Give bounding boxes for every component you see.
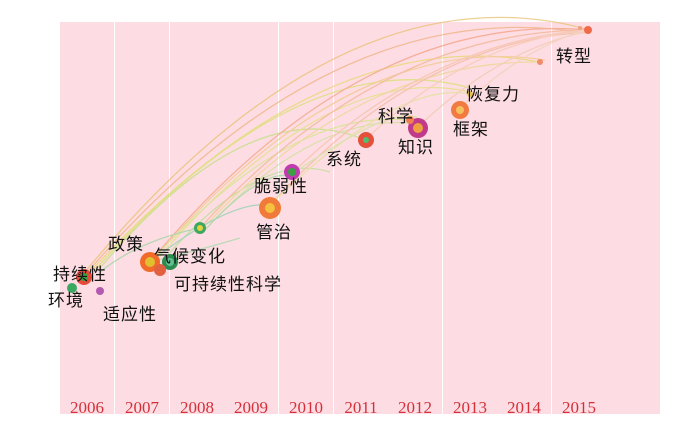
keyword-transformation: 转型	[556, 47, 592, 67]
link	[269, 31, 591, 206]
year-label-2008: 2008	[180, 398, 214, 417]
keyword-sustainability-science: 可持续性科学	[174, 275, 282, 295]
node-environment	[67, 283, 77, 293]
year-stripe-2006	[60, 22, 114, 414]
link	[274, 91, 471, 201]
keyword-vulnerability: 脆弱性	[254, 177, 308, 197]
link	[159, 86, 471, 257]
link	[149, 237, 241, 263]
link	[204, 61, 541, 227]
link	[289, 29, 591, 176]
year-label-2012: 2012	[398, 398, 432, 417]
year-label-2013: 2013	[453, 398, 487, 417]
year-label-2011: 2011	[344, 398, 378, 417]
link	[364, 29, 591, 141]
node-2014	[537, 59, 543, 65]
year-stripe-2011	[334, 22, 388, 414]
year-stripe-2015	[552, 22, 606, 414]
link	[149, 27, 591, 263]
year-label-2014: 2014	[507, 398, 541, 417]
node-resilience	[467, 91, 473, 97]
node-adaptability	[96, 287, 104, 295]
keyword-policy: 政策	[108, 235, 144, 255]
year-stripe-2014	[497, 22, 551, 414]
year-label-2006: 2006	[70, 398, 104, 417]
link	[199, 29, 591, 229]
year-stripe-2010	[279, 22, 333, 414]
link	[209, 121, 421, 225]
link	[99, 227, 201, 273]
year-label-2010: 2010	[289, 398, 323, 417]
year-label-2009: 2009	[234, 398, 268, 417]
keyword-governance: 管治	[256, 223, 292, 243]
keyword-science: 科学	[378, 107, 414, 127]
node-science	[406, 116, 414, 124]
link	[294, 115, 421, 173]
keyword-resilience: 恢复力	[466, 85, 520, 105]
year-label-2007: 2007	[125, 398, 159, 417]
keyword-knowledge: 知识	[398, 138, 434, 158]
year-label-2015: 2015	[562, 398, 596, 417]
link	[84, 26, 586, 276]
keyword-climate-change: 气候变化	[154, 247, 226, 267]
keyword-sustainability: 持续性	[53, 265, 107, 285]
year-stripe-end	[606, 22, 660, 414]
keyword-environment: 环境	[48, 291, 84, 311]
link	[79, 16, 591, 279]
keyword-framework: 框架	[453, 120, 489, 140]
keyword-adaptability: 适应性	[103, 305, 157, 325]
node-transformation	[584, 26, 592, 34]
node-sustainability-science	[154, 264, 166, 276]
link	[99, 128, 366, 269]
link	[89, 55, 541, 273]
link	[459, 29, 586, 109]
nodes	[67, 26, 592, 295]
link	[154, 55, 546, 259]
keyword-system: 系统	[326, 150, 362, 170]
